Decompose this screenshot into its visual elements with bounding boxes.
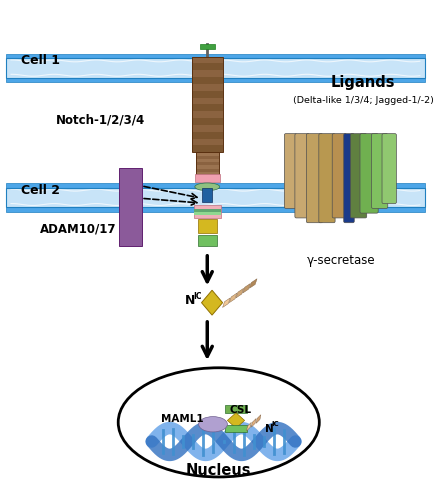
FancyBboxPatch shape bbox=[344, 134, 354, 222]
FancyBboxPatch shape bbox=[306, 134, 323, 222]
Bar bbox=[196, 162, 219, 166]
FancyBboxPatch shape bbox=[119, 168, 142, 246]
Bar bbox=[202, 188, 212, 202]
Bar bbox=[192, 112, 223, 118]
FancyBboxPatch shape bbox=[382, 134, 396, 204]
Bar bbox=[192, 56, 223, 64]
Polygon shape bbox=[202, 290, 223, 315]
Bar bbox=[196, 168, 219, 172]
Bar bbox=[6, 183, 425, 188]
Polygon shape bbox=[251, 418, 256, 427]
Ellipse shape bbox=[198, 416, 228, 432]
Text: N: N bbox=[185, 294, 196, 306]
Ellipse shape bbox=[195, 183, 220, 190]
Bar bbox=[194, 212, 221, 214]
Bar bbox=[196, 166, 219, 168]
Polygon shape bbox=[256, 414, 261, 424]
Bar bbox=[6, 207, 425, 212]
Bar bbox=[192, 146, 223, 152]
Bar bbox=[192, 132, 223, 138]
Bar bbox=[6, 188, 425, 207]
Bar bbox=[192, 104, 223, 112]
Bar bbox=[6, 58, 425, 78]
Bar bbox=[192, 77, 223, 84]
Polygon shape bbox=[249, 278, 257, 288]
Text: Cell 2: Cell 2 bbox=[21, 184, 59, 197]
FancyBboxPatch shape bbox=[350, 134, 367, 218]
Text: IC: IC bbox=[271, 421, 279, 427]
Text: CSL: CSL bbox=[230, 405, 252, 415]
Text: (Delta-like 1/3/4; Jagged-1/-2): (Delta-like 1/3/4; Jagged-1/-2) bbox=[293, 96, 434, 104]
Bar bbox=[195, 174, 220, 182]
FancyBboxPatch shape bbox=[332, 134, 346, 218]
Text: Cell 1: Cell 1 bbox=[21, 54, 59, 67]
Bar bbox=[6, 78, 425, 82]
Bar bbox=[192, 118, 223, 125]
Bar bbox=[225, 405, 247, 413]
FancyBboxPatch shape bbox=[371, 134, 388, 208]
Text: ADAM10/17: ADAM10/17 bbox=[40, 223, 116, 236]
FancyBboxPatch shape bbox=[295, 134, 309, 218]
Bar bbox=[225, 425, 247, 432]
Bar bbox=[198, 234, 217, 246]
Bar bbox=[192, 98, 223, 104]
Polygon shape bbox=[223, 298, 230, 308]
Text: Ligands: Ligands bbox=[331, 75, 396, 90]
FancyBboxPatch shape bbox=[284, 134, 297, 208]
Text: Nucleus: Nucleus bbox=[186, 463, 252, 478]
Ellipse shape bbox=[118, 368, 319, 477]
Bar bbox=[192, 70, 223, 77]
FancyBboxPatch shape bbox=[360, 134, 378, 213]
Bar bbox=[192, 56, 223, 152]
Polygon shape bbox=[228, 413, 245, 428]
Bar bbox=[194, 205, 221, 218]
Text: γ-secretase: γ-secretase bbox=[307, 254, 375, 268]
Bar bbox=[196, 152, 219, 176]
Bar bbox=[192, 91, 223, 98]
Bar bbox=[192, 84, 223, 91]
Bar bbox=[196, 156, 219, 159]
Bar bbox=[6, 188, 425, 207]
Polygon shape bbox=[247, 422, 251, 431]
Text: Notch-1/2/3/4: Notch-1/2/3/4 bbox=[56, 114, 145, 126]
Text: N: N bbox=[265, 424, 274, 434]
Text: IC: IC bbox=[193, 292, 202, 301]
Bar bbox=[192, 125, 223, 132]
Bar bbox=[194, 209, 221, 212]
Polygon shape bbox=[243, 284, 250, 293]
Polygon shape bbox=[236, 288, 244, 298]
Polygon shape bbox=[229, 293, 237, 302]
Bar bbox=[192, 64, 223, 70]
Bar bbox=[192, 138, 223, 145]
Text: MAML1: MAML1 bbox=[161, 414, 204, 424]
Bar bbox=[196, 152, 219, 156]
Bar bbox=[6, 58, 425, 78]
FancyBboxPatch shape bbox=[319, 134, 335, 222]
Bar bbox=[200, 44, 215, 49]
Bar bbox=[196, 159, 219, 162]
Bar bbox=[196, 172, 219, 176]
Bar bbox=[6, 54, 425, 59]
Bar bbox=[198, 220, 217, 233]
